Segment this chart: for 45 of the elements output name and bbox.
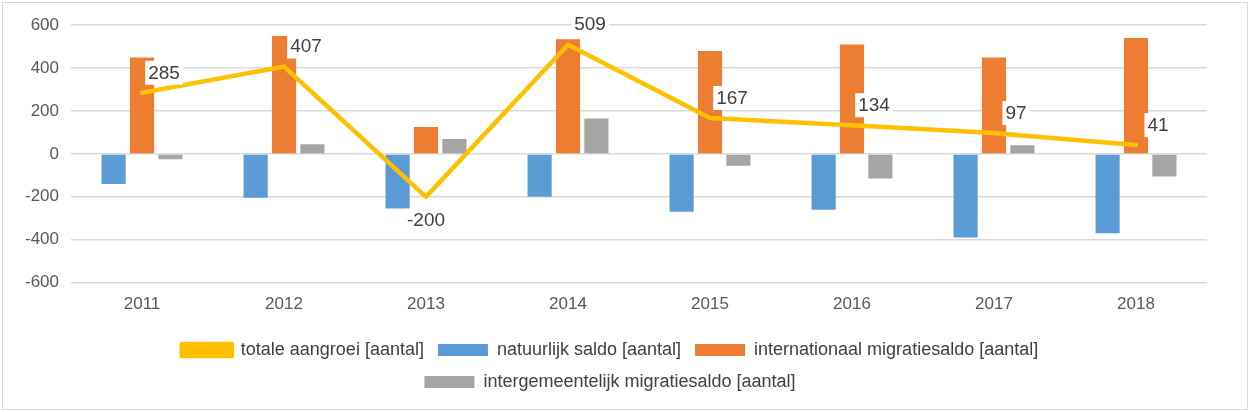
x-tick-label: 2016	[833, 294, 871, 314]
bar	[981, 57, 1007, 154]
x-tick-label: 2014	[549, 294, 587, 314]
y-tick-label: -600	[24, 272, 60, 292]
data-label: 41	[1147, 113, 1169, 135]
bar	[811, 154, 836, 210]
x-tick-label: 2018	[1117, 294, 1155, 314]
bar	[442, 138, 467, 154]
bar	[584, 118, 609, 154]
x-tick-label: 2017	[975, 294, 1013, 314]
bar	[527, 154, 552, 197]
bar	[243, 154, 268, 198]
x-tick-label: 2012	[265, 294, 303, 314]
bar	[726, 154, 751, 166]
y-tick-label: 600	[30, 14, 60, 34]
data-label: 134	[858, 93, 891, 115]
x-tick-label: 2015	[691, 294, 729, 314]
y-tick-label: -200	[24, 186, 60, 206]
legend-label: internationaal migratiesaldo [aantal]	[754, 338, 1039, 359]
x-tick-label: 2013	[407, 294, 445, 314]
bar	[669, 154, 694, 212]
bar	[1010, 145, 1035, 154]
y-tick-label: 200	[30, 100, 60, 120]
bar	[868, 154, 893, 179]
data-label: -200	[407, 208, 446, 230]
bar	[300, 144, 325, 154]
legend-label: intergemeentelijk migratiesaldo [aantal]	[483, 370, 796, 391]
bar	[413, 127, 439, 154]
data-label: 285	[148, 61, 180, 83]
bar	[101, 154, 126, 184]
legend-label: natuurlijk saldo [aantal]	[496, 338, 682, 359]
bar	[1095, 154, 1120, 234]
bar	[1123, 38, 1149, 154]
bar	[953, 154, 978, 238]
y-tick-label: 400	[30, 57, 60, 77]
data-label: 167	[716, 86, 748, 108]
legend-label: totale aangroei [aantal]	[240, 338, 424, 359]
bar	[555, 39, 581, 154]
data-label: 407	[290, 35, 322, 57]
bar	[1152, 154, 1177, 177]
y-tick-label: -400	[24, 229, 60, 249]
y-tick-label: 0	[49, 143, 60, 163]
x-tick-label: 2011	[123, 294, 161, 314]
data-label: 97	[1005, 101, 1027, 123]
data-label: 509	[574, 13, 606, 35]
